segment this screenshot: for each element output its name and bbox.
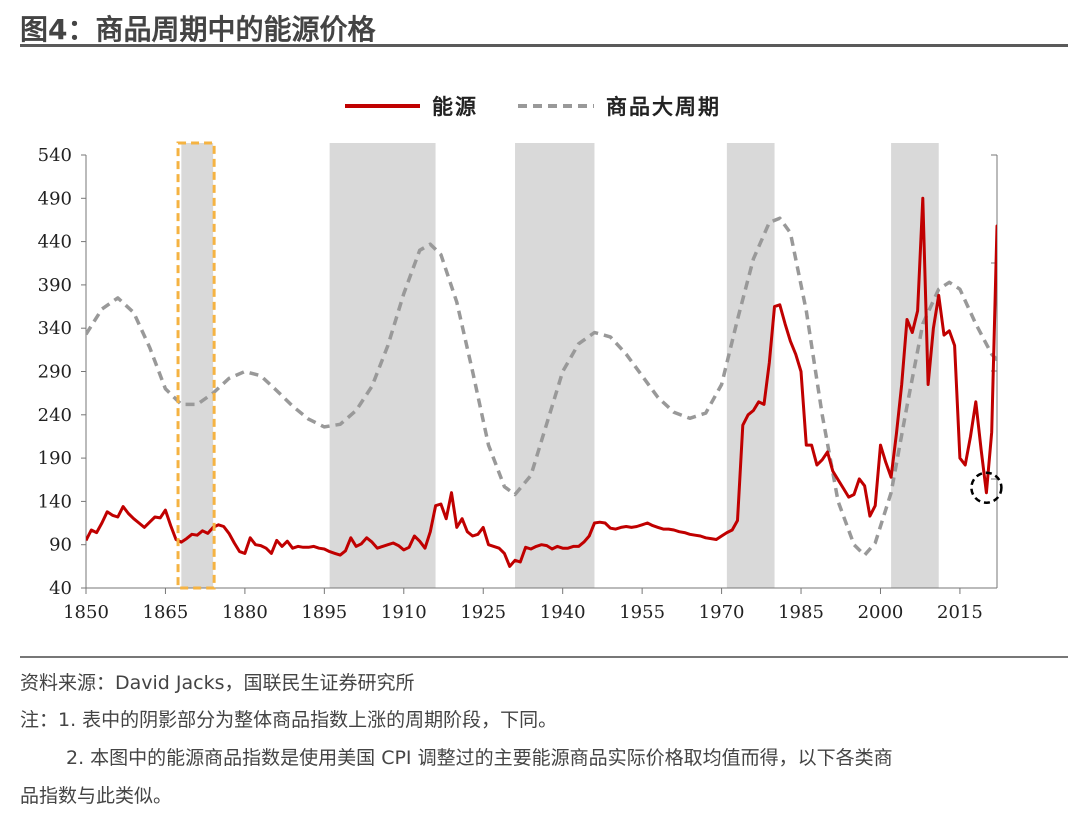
x-tick-label-2000: 2000 — [858, 602, 904, 623]
x-tick-label-1940: 1940 — [540, 602, 586, 623]
notes-divider — [20, 656, 1068, 658]
shaded-period-3 — [515, 143, 595, 588]
y-tick-label-140: 140 — [38, 491, 72, 512]
x-tick-label-1895: 1895 — [301, 602, 347, 623]
x-tick-label-1985: 1985 — [778, 602, 824, 623]
series-line-commodity-cycle — [86, 216, 997, 557]
page-title: 图4：商品周期中的能源价格 — [20, 13, 376, 46]
x-tick-label-2015: 2015 — [937, 602, 983, 623]
legend-label-energy: 能源 — [432, 95, 478, 119]
shaded-period-2 — [329, 143, 436, 588]
y-tick-label-240: 240 — [38, 405, 72, 426]
series-line-energy — [86, 196, 997, 568]
x-tick-label-1955: 1955 — [619, 602, 665, 623]
title-divider — [20, 44, 1068, 47]
y-tick-label-90: 90 — [49, 535, 72, 556]
y-tick-label-440: 440 — [38, 232, 72, 253]
highlight-box — [176, 141, 216, 590]
shaded-period-1 — [181, 143, 214, 588]
y-tick-label-290: 290 — [38, 362, 72, 383]
y-tick-label-390: 390 — [38, 275, 72, 296]
y-tick-label-490: 490 — [38, 188, 72, 209]
footnote-2: 2. 本图中的能源商品指数是使用美国 CPI 调整过的主要能源商品实际价格取均值… — [66, 747, 893, 769]
x-tick-label-1850: 1850 — [63, 602, 109, 623]
x-tick-label-1865: 1865 — [143, 602, 189, 623]
y-tick-label-40: 40 — [49, 578, 72, 599]
y-tick-label-540: 540 — [38, 145, 72, 166]
highlight-circle — [970, 471, 1003, 504]
x-tick-label-1910: 1910 — [381, 602, 427, 623]
x-tick-label-1925: 1925 — [460, 602, 506, 623]
source-note: 资料来源：David Jacks，国联民生证券研究所 — [20, 672, 415, 694]
footnote-2-continued: 品指数与此类似。 — [20, 785, 173, 807]
shaded-period-4 — [726, 143, 775, 588]
y-tick-label-190: 190 — [38, 448, 72, 469]
y-tick-label-340: 340 — [38, 318, 72, 339]
energy-price-chart: 540 490 440 390 340 290 240 190 140 90 40 1850 1865 1… — [38, 95, 1003, 623]
legend-label-commodity-cycle: 商品大周期 — [606, 95, 721, 119]
x-tick-label-1880: 1880 — [222, 602, 268, 623]
x-tick-label-1970: 1970 — [699, 602, 745, 623]
footnote-1: 注：1. 表中的阴影部分为整体商品指数上涨的周期阶段，下同。 — [20, 709, 558, 731]
